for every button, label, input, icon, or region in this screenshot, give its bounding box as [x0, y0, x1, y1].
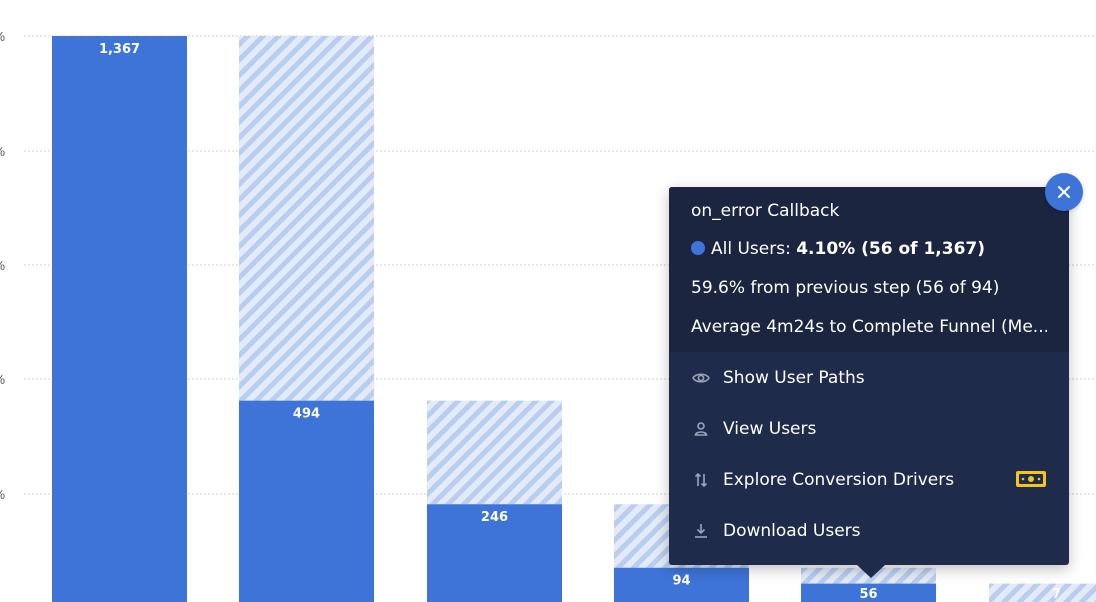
dropoff-bar[interactable] [239, 36, 374, 401]
y-tick-label: % [0, 372, 5, 387]
conversion-bar[interactable] [801, 583, 936, 602]
step-detail-popover: on_error Callback All Users: 4.10% (56 o… [669, 187, 1069, 578]
y-tick-label: % [0, 144, 5, 159]
series-color-dot [691, 241, 705, 255]
bar-value-label: 1,367 [99, 42, 140, 57]
from-previous-step: 59.6% from previous step (56 of 94) [691, 278, 1000, 298]
view-users-button[interactable]: View Users [669, 403, 1069, 454]
bar-value-label: 56 [859, 587, 877, 602]
view-users-label: View Users [723, 418, 817, 439]
close-popover-button[interactable] [1045, 173, 1083, 211]
dropoff-bar[interactable] [427, 400, 562, 505]
explore-conversion-drivers-button[interactable]: Explore Conversion Drivers [669, 454, 1069, 505]
conversion-bar[interactable] [614, 567, 749, 602]
conversion-bar[interactable] [239, 400, 374, 602]
dropoff-bar[interactable] [989, 583, 1096, 602]
user-icon [691, 419, 711, 439]
download-users-label: Download Users [723, 520, 861, 541]
sort-arrows-icon [691, 470, 711, 490]
y-tick-label: % [0, 29, 5, 44]
popover-menu: Show User Paths View Users Explore Conve… [669, 352, 1069, 556]
download-icon [691, 521, 711, 541]
y-tick-label: % [0, 487, 5, 502]
series-label: All Users: [711, 239, 791, 259]
download-users-button[interactable]: Download Users [669, 505, 1069, 556]
series-value: 4.10% (56 of 1,367) [796, 239, 985, 259]
bar-value-label: 7 [1052, 587, 1061, 602]
average-time: Average 4m24s to Complete Funnel (Me... [691, 317, 1047, 337]
bar-value-label: 494 [293, 407, 320, 422]
eye-icon [691, 368, 711, 388]
show-user-paths-label: Show User Paths [723, 367, 865, 388]
y-tick-label: % [0, 258, 5, 273]
popover-title: on_error Callback [691, 201, 840, 221]
popover-header: on_error Callback All Users: 4.10% (56 o… [669, 187, 1069, 352]
popover-caret [857, 565, 885, 578]
conversion-bar[interactable] [52, 36, 187, 602]
series-summary: All Users: 4.10% (56 of 1,367) [691, 239, 1047, 259]
bar-value-label: 94 [672, 574, 690, 589]
conversion-bar[interactable] [427, 504, 562, 602]
close-icon [1056, 184, 1072, 200]
bar-value-label: 246 [481, 510, 508, 525]
money-bill-icon [1015, 469, 1047, 493]
explore-conversion-drivers-label: Explore Conversion Drivers [723, 469, 955, 490]
show-user-paths-button[interactable]: Show User Paths [669, 352, 1069, 403]
